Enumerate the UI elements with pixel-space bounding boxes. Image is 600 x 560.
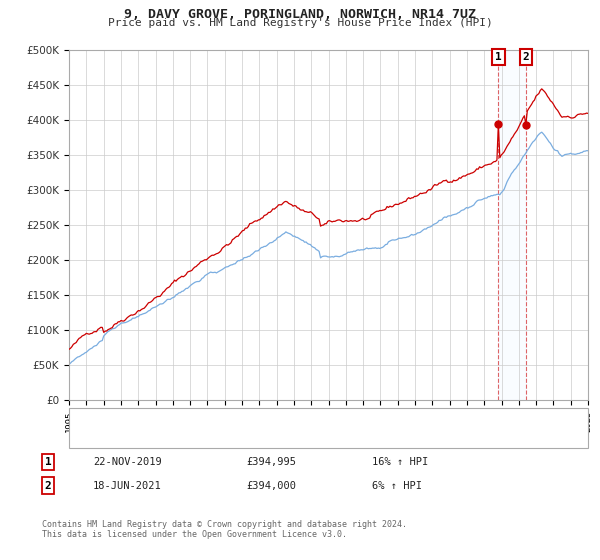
Text: 2: 2 bbox=[523, 52, 529, 62]
Text: 16% ↑ HPI: 16% ↑ HPI bbox=[372, 457, 428, 467]
Text: 22-NOV-2019: 22-NOV-2019 bbox=[93, 457, 162, 467]
Text: £394,000: £394,000 bbox=[246, 480, 296, 491]
Text: 18-JUN-2021: 18-JUN-2021 bbox=[93, 480, 162, 491]
Text: HPI: Average price, detached house, South Norfolk: HPI: Average price, detached house, Sout… bbox=[126, 432, 408, 441]
Text: 9, DAVY GROVE, PORINGLAND, NORWICH, NR14 7UZ (detached house): 9, DAVY GROVE, PORINGLAND, NORWICH, NR14… bbox=[126, 413, 477, 422]
Text: 6% ↑ HPI: 6% ↑ HPI bbox=[372, 480, 422, 491]
Text: £394,995: £394,995 bbox=[246, 457, 296, 467]
Text: Contains HM Land Registry data © Crown copyright and database right 2024.
This d: Contains HM Land Registry data © Crown c… bbox=[42, 520, 407, 539]
Text: 1: 1 bbox=[44, 457, 52, 467]
Text: 1: 1 bbox=[495, 52, 502, 62]
Text: 9, DAVY GROVE, PORINGLAND, NORWICH, NR14 7UZ: 9, DAVY GROVE, PORINGLAND, NORWICH, NR14… bbox=[124, 8, 476, 21]
Text: 2: 2 bbox=[44, 480, 52, 491]
Text: Price paid vs. HM Land Registry's House Price Index (HPI): Price paid vs. HM Land Registry's House … bbox=[107, 18, 493, 29]
Bar bbox=[499, 50, 526, 400]
